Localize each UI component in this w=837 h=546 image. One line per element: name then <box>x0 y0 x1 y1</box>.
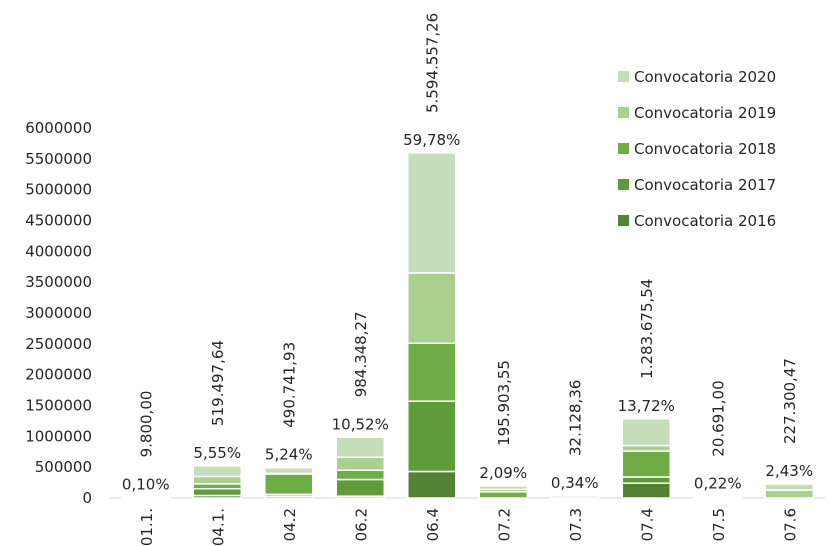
category-label: 07.2 <box>495 508 513 541</box>
y-tick-label: 500000 <box>35 458 92 476</box>
legend-label: Convocatoria 2016 <box>634 212 776 230</box>
bar-segment <box>621 482 671 499</box>
percentage-label: 5,55% <box>193 444 241 462</box>
y-tick-label: 4000000 <box>25 242 92 260</box>
percentage-label: 0,10% <box>122 475 170 493</box>
y-tick-label: 6000000 <box>25 119 92 137</box>
bar-segment <box>335 469 385 481</box>
bar-segment <box>335 478 385 497</box>
total-value-label: 519.497,64 <box>209 340 227 426</box>
percentage-label: 2,43% <box>765 462 813 480</box>
bar-segment <box>192 465 242 478</box>
bar-segment <box>621 450 671 478</box>
bar-segment <box>335 456 385 471</box>
bar-segment <box>621 476 671 484</box>
bar-segment <box>407 272 457 344</box>
bar-segment <box>407 342 457 402</box>
bar-segment <box>192 475 242 485</box>
total-value-label: 5.594.557,26 <box>424 13 442 113</box>
bar-segment <box>407 400 457 473</box>
bar-segment <box>764 489 814 499</box>
legend-label: Convocatoria 2020 <box>634 68 776 86</box>
legend-label: Convocatoria 2018 <box>634 140 776 158</box>
total-value-label: 195.903,55 <box>495 360 513 446</box>
percentage-label: 5,24% <box>265 446 313 464</box>
category-label: 06.2 <box>352 508 370 541</box>
category-label: 04.2 <box>281 508 299 541</box>
bar-segment <box>335 436 385 459</box>
legend-swatch <box>618 107 629 118</box>
total-value-label: 984.348,27 <box>352 311 370 397</box>
category-label: 07.5 <box>710 508 728 541</box>
total-value-label: 1.283.675,54 <box>638 279 656 379</box>
legend-swatch <box>618 215 629 226</box>
bar-segment <box>121 496 171 499</box>
y-tick-label: 1000000 <box>25 427 92 445</box>
y-tick-label: 2000000 <box>25 366 92 384</box>
bar-segment <box>192 488 242 497</box>
bar-segment <box>264 466 314 475</box>
category-label: 01.1. <box>138 508 156 546</box>
total-value-label: 227.300,47 <box>781 358 799 444</box>
y-tick-label: 0 <box>82 489 92 507</box>
y-tick-label: 3500000 <box>25 273 92 291</box>
legend-swatch <box>618 179 629 190</box>
percentage-label: 10,52% <box>332 415 389 433</box>
y-tick-label: 5000000 <box>25 181 92 199</box>
bar-segment <box>621 444 671 452</box>
y-tick-label: 4500000 <box>25 212 92 230</box>
bar-segment <box>478 491 528 499</box>
percentage-label: 13,72% <box>618 397 675 415</box>
category-label: 07.4 <box>638 508 656 541</box>
y-tick-label: 1500000 <box>25 397 92 415</box>
bar-segment <box>264 473 314 496</box>
y-tick-label: 5500000 <box>25 150 92 168</box>
category-label: 07.3 <box>567 508 585 541</box>
bar-segment <box>478 485 528 491</box>
category-label: 06.4 <box>424 508 442 541</box>
percentage-label: 0,22% <box>694 475 742 493</box>
category-label: 07.6 <box>781 508 799 541</box>
bar-segment <box>764 483 814 491</box>
legend-swatch <box>618 71 629 82</box>
bar-segment <box>550 495 600 499</box>
total-value-label: 20.691,00 <box>710 380 728 456</box>
bar-segment <box>621 418 671 447</box>
category-label: 04.1. <box>209 508 227 546</box>
bar-segment <box>407 470 457 499</box>
legend-label: Convocatoria 2019 <box>634 104 776 122</box>
y-tick-label: 3000000 <box>25 304 92 322</box>
y-tick-label: 2500000 <box>25 335 92 353</box>
percentage-label: 0,34% <box>551 474 599 492</box>
legend-label: Convocatoria 2017 <box>634 176 776 194</box>
total-value-label: 32.128,36 <box>567 380 585 456</box>
percentage-label: 59,78% <box>403 131 460 149</box>
bar-segment <box>407 152 457 274</box>
percentage-label: 2,09% <box>479 464 527 482</box>
bar-segment <box>693 495 743 499</box>
total-value-label: 490.741,93 <box>281 342 299 428</box>
legend-swatch <box>618 143 629 154</box>
total-value-label: 9.800,00 <box>138 391 156 458</box>
